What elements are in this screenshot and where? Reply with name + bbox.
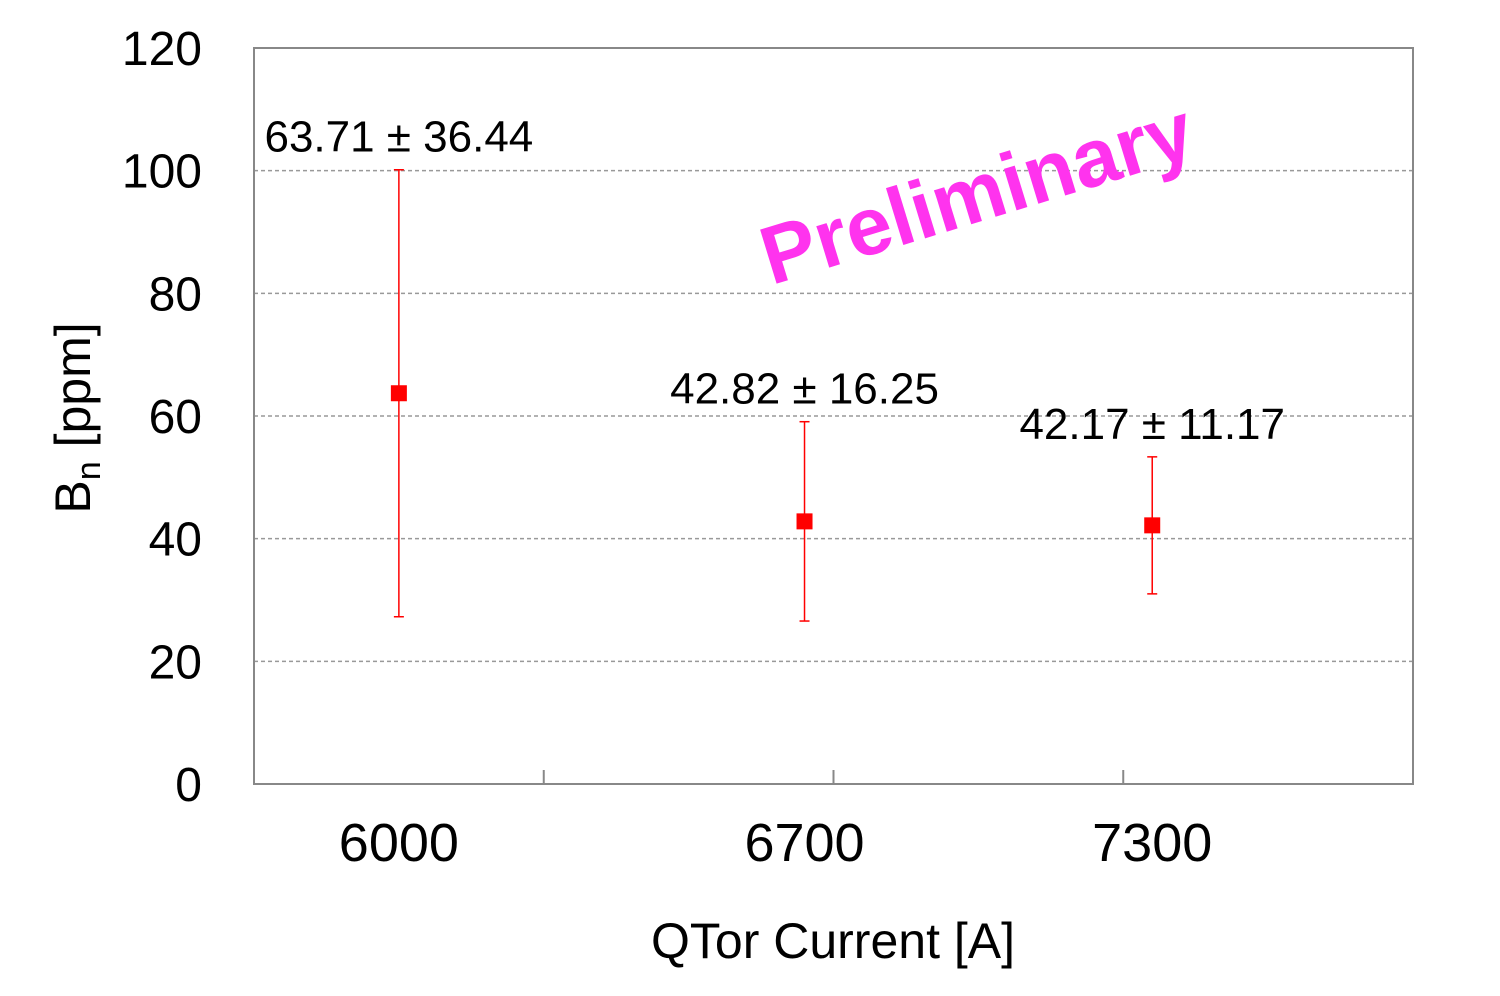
y-tick-label: 100 bbox=[122, 146, 202, 199]
data-labels: 63.71 ± 36.44 42.82 ± 16.25 42.17 ± 11.17 bbox=[264, 113, 1285, 449]
x-axis-category-labels: 6000 6700 7300 bbox=[339, 813, 1212, 873]
y-axis-title-subscript: n bbox=[70, 461, 108, 480]
x-axis-ticks bbox=[542, 770, 1125, 784]
y-tick-label: 60 bbox=[149, 391, 202, 444]
preliminary-watermark: Preliminary bbox=[750, 85, 1204, 303]
x-category-label: 7300 bbox=[1092, 813, 1212, 873]
y-axis-title-unit: [ppm] bbox=[45, 322, 101, 461]
y-tick-label: 120 bbox=[122, 23, 202, 76]
y-tick-label: 40 bbox=[149, 514, 202, 567]
y-axis-tick-labels: 0 20 40 60 80 100 120 bbox=[122, 23, 202, 812]
data-point-marker bbox=[796, 513, 813, 530]
y-tick-label: 80 bbox=[149, 268, 202, 321]
y-axis-title: Bn [ppm] bbox=[45, 322, 108, 513]
data-series bbox=[390, 168, 1161, 622]
data-point-marker bbox=[390, 385, 407, 402]
y-tick-label: 20 bbox=[149, 636, 202, 689]
x-category-label: 6700 bbox=[744, 813, 864, 873]
data-point-group bbox=[796, 420, 813, 622]
y-tick-label: 0 bbox=[175, 759, 202, 812]
data-point-group bbox=[390, 168, 407, 618]
x-category-label: 6000 bbox=[339, 813, 459, 873]
data-point-group bbox=[1144, 456, 1161, 595]
y-axis-title-main: B bbox=[45, 480, 101, 513]
data-point-marker bbox=[1144, 517, 1161, 534]
data-value-label: 42.82 ± 16.25 bbox=[670, 365, 939, 414]
data-value-label: 63.71 ± 36.44 bbox=[264, 113, 533, 162]
x-axis-title: QTor Current [A] bbox=[651, 913, 1015, 969]
data-value-label: 42.17 ± 11.17 bbox=[1019, 400, 1285, 449]
